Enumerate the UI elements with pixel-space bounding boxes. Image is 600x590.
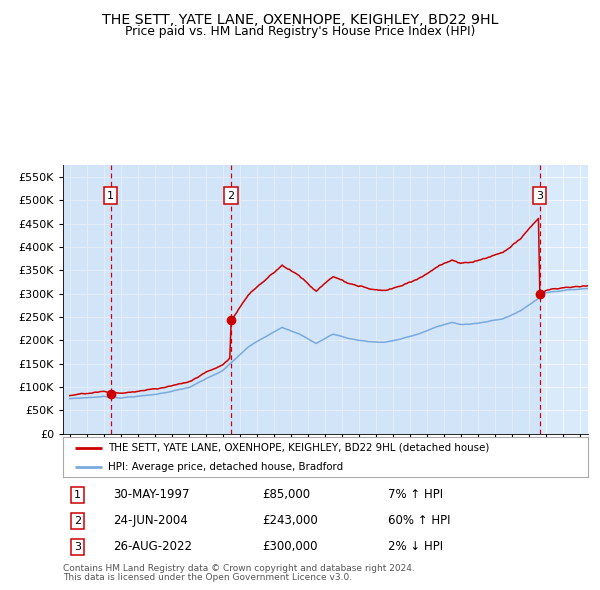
Text: This data is licensed under the Open Government Licence v3.0.: This data is licensed under the Open Gov… [63, 573, 352, 582]
Text: Contains HM Land Registry data © Crown copyright and database right 2024.: Contains HM Land Registry data © Crown c… [63, 564, 415, 573]
Text: 60% ↑ HPI: 60% ↑ HPI [389, 514, 451, 527]
Text: Price paid vs. HM Land Registry's House Price Index (HPI): Price paid vs. HM Land Registry's House … [125, 25, 475, 38]
Text: THE SETT, YATE LANE, OXENHOPE, KEIGHLEY, BD22 9HL (detached house): THE SETT, YATE LANE, OXENHOPE, KEIGHLEY,… [107, 443, 489, 453]
Text: £300,000: £300,000 [263, 540, 318, 553]
Text: 30-MAY-1997: 30-MAY-1997 [113, 488, 190, 501]
Bar [63, 165, 111, 434]
Text: 2% ↓ HPI: 2% ↓ HPI [389, 540, 443, 553]
Bar [539, 165, 588, 434]
Text: 3: 3 [74, 542, 81, 552]
Text: HPI: Average price, detached house, Bradford: HPI: Average price, detached house, Brad… [107, 462, 343, 471]
Text: £85,000: £85,000 [263, 488, 311, 501]
Text: 2: 2 [227, 191, 235, 201]
Text: 1: 1 [107, 191, 114, 201]
Text: 2: 2 [74, 516, 81, 526]
Text: 7% ↑ HPI: 7% ↑ HPI [389, 488, 443, 501]
Bar [111, 165, 231, 434]
Text: 26-AUG-2022: 26-AUG-2022 [113, 540, 192, 553]
Text: £243,000: £243,000 [263, 514, 318, 527]
Text: 24-JUN-2004: 24-JUN-2004 [113, 514, 188, 527]
Bar [231, 165, 539, 434]
Text: THE SETT, YATE LANE, OXENHOPE, KEIGHLEY, BD22 9HL: THE SETT, YATE LANE, OXENHOPE, KEIGHLEY,… [102, 13, 498, 27]
Text: 3: 3 [536, 191, 543, 201]
Text: 1: 1 [74, 490, 81, 500]
